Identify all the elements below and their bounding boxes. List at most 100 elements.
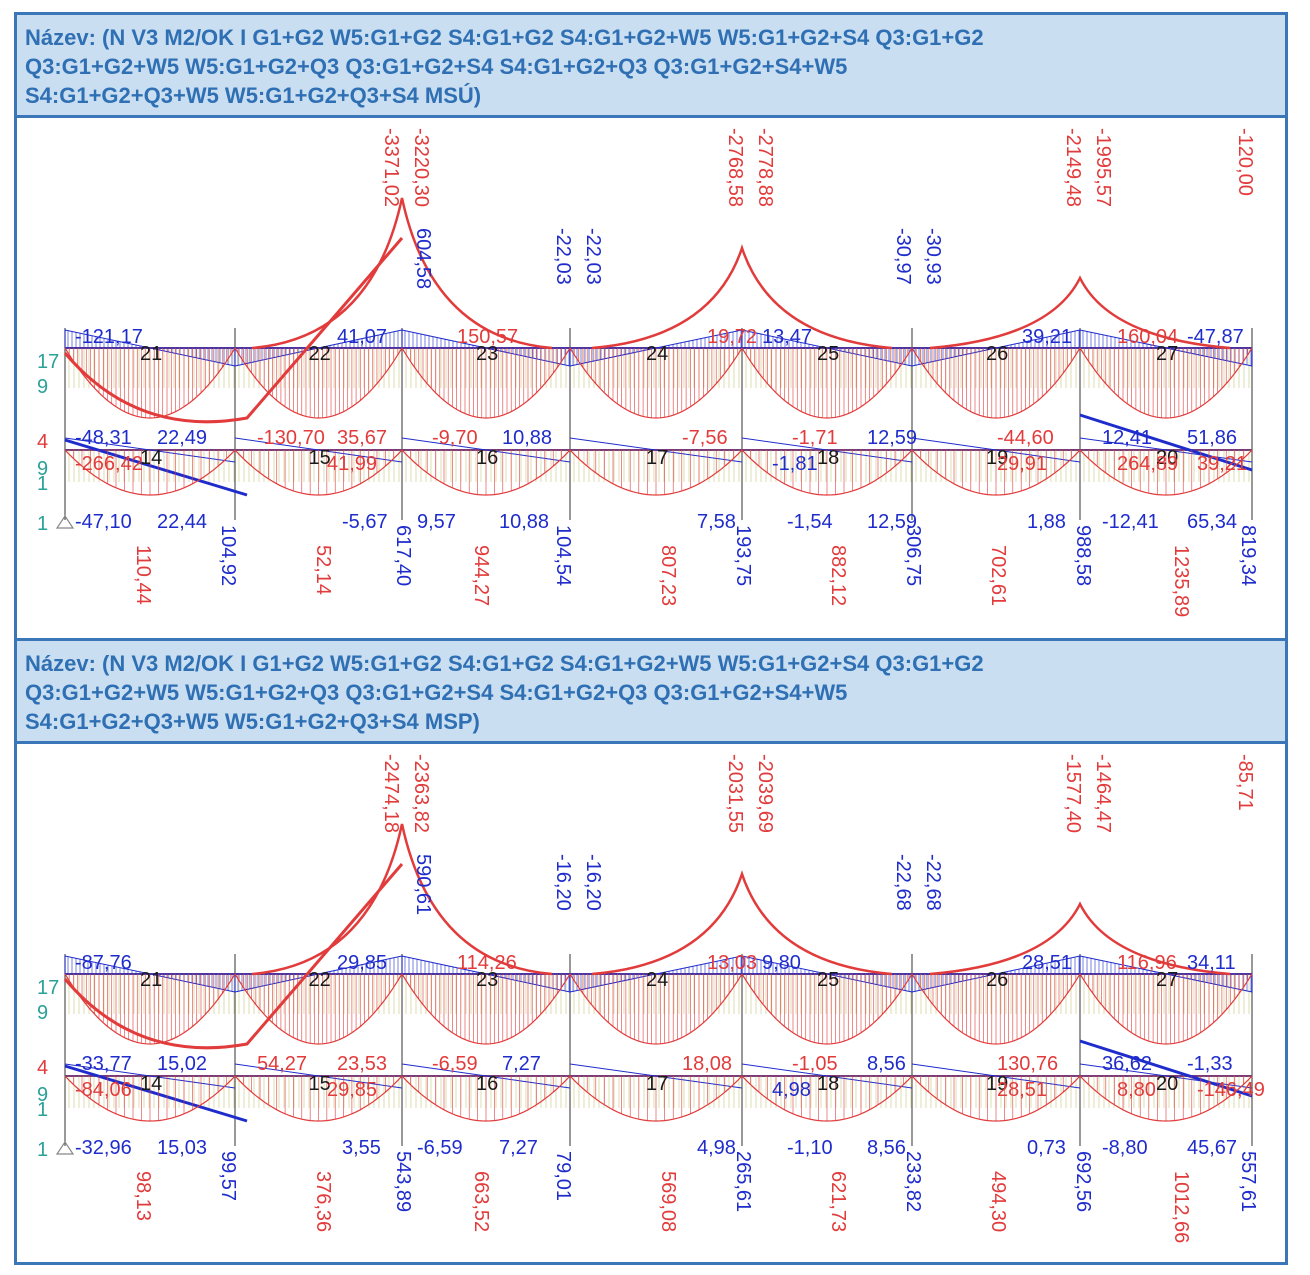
node-label: 21: [140, 343, 162, 365]
shear-value: 8,56: [867, 1137, 906, 1159]
shear-value: 51,86: [1187, 427, 1237, 449]
moment-value: 41,99: [327, 453, 377, 475]
moment-value-rotated: 807,23: [657, 545, 679, 606]
title-line: Název: (N V3 M2/OK I G1+G2 W5:G1+G2 S4:G…: [25, 651, 984, 676]
moment-curve: [64, 347, 236, 419]
node-label: 26: [986, 343, 1008, 365]
shear-value: 10,88: [499, 511, 549, 533]
node-label: 24: [646, 969, 668, 991]
moment-peak: [251, 823, 553, 976]
support-label: 1: [37, 513, 48, 535]
shear-value: 45,67: [1187, 1137, 1237, 1159]
moment-peak: [929, 275, 1231, 350]
node-label: 24: [646, 343, 668, 365]
node-label: 22: [309, 343, 331, 365]
moment-value: 13,03: [707, 952, 757, 974]
shear-value: 8,56: [867, 1053, 906, 1075]
moment-value: 18,08: [682, 1053, 732, 1075]
moment-curve: [569, 449, 743, 496]
moment-value-rotated: 569,08: [657, 1171, 679, 1232]
moment-curve: [1079, 1075, 1253, 1122]
moment-peak: [591, 870, 893, 976]
shear-value: -47,10: [75, 511, 132, 533]
results-frame: Název: (N V3 M2/OK I G1+G2 W5:G1+G2 S4:G…: [14, 12, 1288, 1265]
shear-value: -47,87: [1187, 326, 1244, 348]
node-label: 17: [646, 1073, 668, 1095]
shear-value: 36,62: [1102, 1053, 1152, 1075]
shear-value: 12,41: [1102, 427, 1152, 449]
moment-value: 29,85: [327, 1079, 377, 1101]
shear-value: -1,10: [787, 1137, 833, 1159]
node-label: 23: [476, 343, 498, 365]
moment-curve: [64, 973, 236, 1045]
moment-peak-label: -3220,30: [410, 128, 432, 207]
moment-peak-label: -85,71: [1234, 754, 1256, 811]
shear-value: 15,03: [157, 1137, 207, 1159]
moment-value: -266,42: [75, 453, 143, 475]
support-label: 9: [37, 1002, 48, 1024]
moment-value: 29,91: [997, 453, 1047, 475]
shear-value-rotated: 819,34: [1237, 525, 1259, 586]
moment-curve: [64, 449, 236, 496]
shear-value: -30,93: [922, 228, 944, 285]
moment-curve: [1079, 973, 1253, 1045]
panel-title-bar: Název: (N V3 M2/OK I G1+G2 W5:G1+G2 S4:G…: [17, 641, 1285, 744]
moment-value: 35,67: [337, 427, 387, 449]
panel-title: Název: (N V3 M2/OK I G1+G2 W5:G1+G2 S4:G…: [25, 649, 1275, 736]
shear-value: 41,07: [337, 326, 387, 348]
moment-value: -130,70: [257, 427, 325, 449]
shear-value: 4,98: [772, 1079, 811, 1101]
moment-curve: [911, 347, 1081, 419]
shear-value: -121,17: [75, 326, 143, 348]
shear-value-rotated: 99,57: [217, 1151, 239, 1201]
shear-polygon: [1079, 329, 1253, 367]
shear-value: -5,67: [342, 511, 388, 533]
shear-value-rotated: 233,82: [902, 1151, 924, 1212]
moment-value-rotated: 494,30: [987, 1171, 1009, 1232]
node-label: 20: [1156, 1073, 1178, 1095]
node-label: 19: [986, 1073, 1008, 1095]
shear-value: -1,33: [1187, 1053, 1233, 1075]
moment-value: 8,80: [1117, 1079, 1156, 1101]
moment-value-rotated: 376,36: [312, 1171, 334, 1232]
shear-value: -30,97: [892, 228, 914, 285]
moment-value-rotated: 882,12: [827, 545, 849, 606]
shear-value: 0,73: [1027, 1137, 1066, 1159]
moment-curve: [401, 449, 571, 496]
shear-value: -12,41: [1102, 511, 1159, 533]
bending-moment-diagram: [63, 197, 1253, 496]
shear-value: -16,20: [552, 854, 574, 911]
node-label: 14: [140, 1073, 162, 1095]
support-label: 17: [37, 351, 59, 373]
shear-value-rotated: 692,56: [1072, 1151, 1094, 1212]
moment-value-rotated: 702,61: [987, 545, 1009, 606]
moment-peak-label: -2363,82: [410, 754, 432, 833]
shear-envelope: [1079, 413, 1253, 472]
shear-value: -33,77: [75, 1053, 132, 1075]
shear-value: 65,34: [1187, 511, 1237, 533]
shear-value-rotated: 104,92: [217, 525, 239, 586]
moment-curve: [569, 1075, 743, 1122]
shear-value: 7,27: [502, 1053, 541, 1075]
moment-value-rotated: 52,14: [312, 545, 334, 595]
shear-value: 7,27: [499, 1137, 538, 1159]
node-label: 27: [1156, 969, 1178, 991]
moment-curve: [234, 973, 403, 1045]
shear-value: -22,03: [552, 228, 574, 285]
node-label: 20: [1156, 447, 1178, 469]
moment-value: 160,04: [1117, 326, 1178, 348]
moment-value: -146,49: [1197, 1079, 1265, 1101]
moment-peak-label: -3371,02: [380, 128, 402, 207]
moment-peak-label: -1577,40: [1062, 754, 1084, 833]
moment-peak-label: -1995,57: [1092, 128, 1114, 207]
node-label: 27: [1156, 343, 1178, 365]
shear-value-rotated: 265,61: [732, 1151, 754, 1212]
moment-value-rotated: 1235,89: [1170, 545, 1192, 617]
node-label: 18: [817, 447, 839, 469]
moment-curve: [401, 973, 571, 1045]
moment-value-rotated: 110,44: [132, 545, 154, 605]
moment-curve: [234, 449, 403, 496]
panel-title: Název: (N V3 M2/OK I G1+G2 W5:G1+G2 S4:G…: [25, 23, 1275, 110]
moment-curve: [741, 973, 913, 1045]
moment-curve: [569, 347, 743, 419]
